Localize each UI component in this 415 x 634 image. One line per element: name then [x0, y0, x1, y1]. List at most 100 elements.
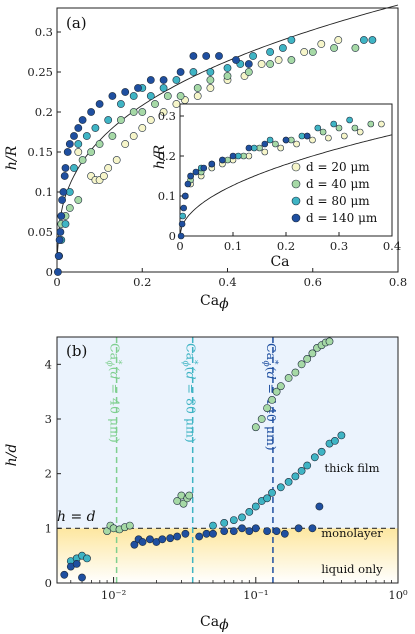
panel-a-point — [104, 116, 113, 124]
panel-a-point — [61, 164, 70, 172]
panel-b-point — [220, 519, 229, 527]
inset-point — [356, 128, 364, 136]
panel-a-point — [202, 52, 211, 60]
inset-point — [261, 140, 269, 148]
panel-b-point — [179, 499, 188, 508]
panel-a-point — [138, 124, 147, 132]
panel-b-point — [297, 466, 306, 475]
panel-a-point — [112, 156, 121, 164]
inset-ytick-label: 0.2 — [158, 149, 176, 163]
panel-a-point — [54, 252, 63, 260]
panel-a-point — [82, 132, 91, 140]
monolayer-region — [57, 528, 398, 583]
panel-a: 0 0.2 0.4 0.6 0.800.050.10.150.20.250.3 (a) … — [4, 4, 407, 312]
panel-b-point — [138, 538, 147, 546]
panel-a-ticks: 0 0.2 0.4 0.6 0.8 0 0.05 0.1 0.15 0.2 0.25 0.3 — [27, 25, 407, 289]
legend-entry: d = 140 μm — [306, 211, 378, 225]
panel-a-point — [70, 132, 78, 140]
panel-a-point — [54, 268, 62, 276]
inset-fit-curve — [179, 134, 393, 235]
panel-b-label: (b) — [66, 342, 87, 360]
panel-a-point — [129, 92, 138, 100]
inset-point — [219, 156, 226, 164]
panel-b-point — [330, 436, 339, 445]
panel-b-point — [303, 461, 312, 470]
panel-inset: 0 0.1 0.2 0.3 0.4 0 0.1 0.2 0.3 Ca h/R d = 20 μm… — [152, 103, 401, 270]
panel-a-point — [163, 92, 172, 100]
panel-a-point — [104, 164, 113, 172]
panel-b-xtick-label: 10⁻² — [101, 588, 126, 602]
panel-b-point — [238, 513, 246, 522]
panel-a-ytick-label: 0.3 — [35, 25, 53, 39]
panel-a-point — [176, 68, 185, 76]
panel-a-point — [95, 140, 104, 148]
inset-ytick-label: 0 — [169, 229, 176, 243]
panel-a-point — [57, 212, 66, 220]
inset-point — [187, 172, 194, 180]
panel-b-point — [251, 502, 260, 511]
inset-point — [319, 128, 327, 136]
panel-a-point — [244, 68, 253, 76]
inset-point — [340, 132, 348, 140]
panel-b-point — [209, 529, 217, 538]
panel-a-point — [78, 156, 87, 164]
inset-point — [303, 132, 311, 140]
panel-a-point — [60, 172, 69, 180]
panel-b-point — [72, 560, 81, 568]
panel-b-point — [229, 527, 238, 535]
panel-a-point — [74, 124, 83, 132]
panel-a-point — [172, 100, 181, 108]
thick-film-label: thick film — [324, 461, 379, 475]
inset-xlabel: Ca — [270, 254, 289, 270]
panel-a-xtick-label: 0.2 — [133, 275, 151, 289]
panel-a-point — [134, 84, 142, 92]
panel-a-point — [87, 108, 95, 116]
panel-a-point — [274, 56, 283, 64]
panel-b-point — [284, 477, 293, 486]
panel-a-point — [206, 84, 215, 92]
panel-b-point — [60, 570, 69, 579]
panel-a-point — [359, 36, 368, 44]
panel-b-xtick-label: 10⁰ — [388, 588, 408, 602]
panel-a-point — [117, 100, 125, 108]
panel-a-point — [146, 116, 155, 124]
inset-point — [282, 136, 290, 144]
inset-point — [367, 120, 375, 128]
panel-b-point — [195, 532, 204, 541]
panel-a-point — [159, 108, 168, 116]
panel-b-frame — [56, 336, 399, 584]
panel-b-point — [158, 535, 167, 544]
panel-a-point — [278, 44, 287, 52]
panel-a-point — [70, 164, 78, 172]
inset-point — [335, 124, 343, 132]
panel-a-point — [223, 64, 232, 72]
panel-a-point — [121, 140, 130, 148]
panel-a-point — [65, 204, 74, 212]
inset-point — [378, 120, 385, 128]
panel-b-point — [130, 540, 139, 549]
inset-point — [177, 232, 185, 240]
panel-a-ytick-label: 0.25 — [27, 65, 53, 79]
panel-a-point — [151, 100, 159, 108]
inset-xtick-label: 0.4 — [383, 239, 401, 253]
inset-point — [192, 168, 200, 176]
threshold-label: Ca*ϕ(d = 140 μm) — [261, 343, 279, 451]
panel-a-point — [317, 40, 326, 48]
panel-a-point — [87, 148, 95, 156]
inset-point — [229, 152, 237, 160]
inset-point — [351, 124, 359, 132]
panel-a-ytick-label: 0.15 — [27, 145, 53, 159]
panel-b-point — [220, 527, 229, 535]
panel-b-point — [280, 529, 289, 538]
panel-a-point — [91, 124, 100, 132]
panel-a-point — [176, 92, 185, 100]
panel-b-point — [284, 374, 293, 382]
panel-b-point — [291, 368, 300, 377]
panel-a-fit-curve — [56, 4, 399, 260]
inset-point — [200, 164, 208, 172]
panel-b-point — [78, 573, 86, 582]
panel-a-point — [159, 76, 168, 84]
panel-b-point — [297, 360, 306, 369]
panel-a-ytick-label: 0.2 — [35, 105, 53, 119]
